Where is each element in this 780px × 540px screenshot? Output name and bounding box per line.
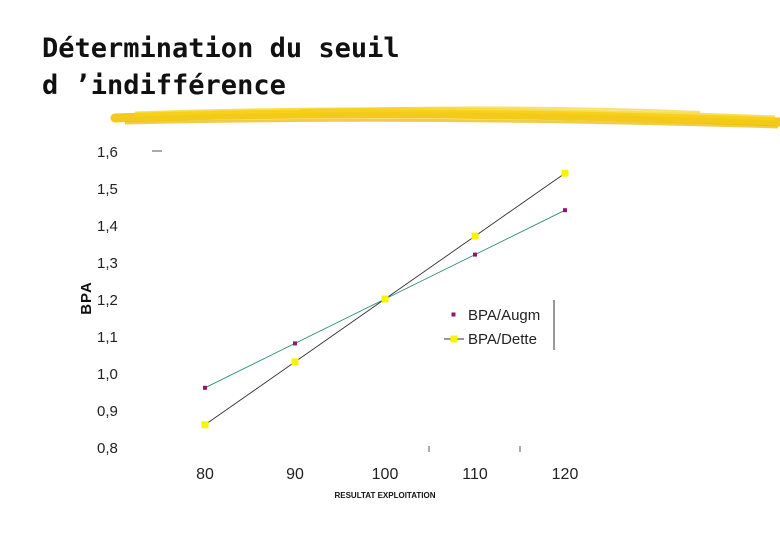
x-tick-label: 110 — [462, 466, 488, 483]
data-point-bpa-augm — [563, 208, 567, 213]
data-point-bpa-augm — [293, 341, 297, 346]
x-tick-label: 100 — [372, 466, 399, 483]
y-tick-label: 1,2 — [97, 292, 118, 309]
x-tick-label: 120 — [552, 466, 579, 483]
data-point-bpa-dette — [561, 169, 569, 177]
y-tick-label: 1,4 — [97, 218, 118, 235]
x-axis-label: RESULTAT EXPLOITATION — [334, 491, 435, 500]
y-tick-label: 1,1 — [97, 329, 118, 346]
legend-marker-bpa-dette — [450, 335, 458, 343]
x-tick-label: 90 — [286, 466, 304, 483]
page-title-line-1: Détermination du seuil — [42, 33, 400, 64]
y-tick-label: 0,9 — [97, 403, 118, 420]
y-tick-label: 0,8 — [97, 440, 118, 457]
y-axis-label: BPA — [78, 281, 95, 315]
series-layer — [201, 169, 569, 429]
y-tick-label: 1,6 — [97, 144, 118, 161]
page-title: Détermination du seuil d ’indifférence — [42, 30, 400, 104]
data-point-bpa-dette — [471, 232, 479, 240]
legend: BPA/Augm BPA/Dette — [444, 300, 555, 350]
brush-stroke-3 — [124, 118, 779, 129]
data-point-bpa-augm — [203, 385, 207, 390]
y-tick-label: 1,0 — [97, 366, 118, 383]
legend-label-bpa-dette: BPA/Dette — [468, 331, 537, 348]
y-axis-tick-labels: 1,6 1,5 1,4 1,3 1,2 1,1 1,0 0,9 0,8 — [97, 144, 118, 457]
data-point-bpa-dette — [201, 421, 209, 429]
data-point-bpa-dette — [291, 358, 299, 366]
brush-stroke-4 — [299, 106, 701, 113]
brush-stroke-2 — [134, 107, 776, 121]
y-tick-label: 1,5 — [97, 181, 118, 198]
y-tick-label: 1,3 — [97, 255, 118, 272]
title-underline-brush — [110, 106, 780, 129]
legend-label-bpa-augm: BPA/Augm — [468, 307, 540, 324]
page-title-line-2: d ’indifférence — [42, 70, 286, 101]
x-tick-label: 80 — [196, 466, 214, 483]
legend-marker-bpa-augm — [451, 312, 456, 317]
data-point-bpa-augm — [473, 252, 477, 257]
data-point-bpa-dette — [381, 295, 389, 303]
brush-stroke-1 — [110, 109, 780, 127]
x-axis-tick-labels: 80 90 100 110 120 — [196, 466, 578, 483]
